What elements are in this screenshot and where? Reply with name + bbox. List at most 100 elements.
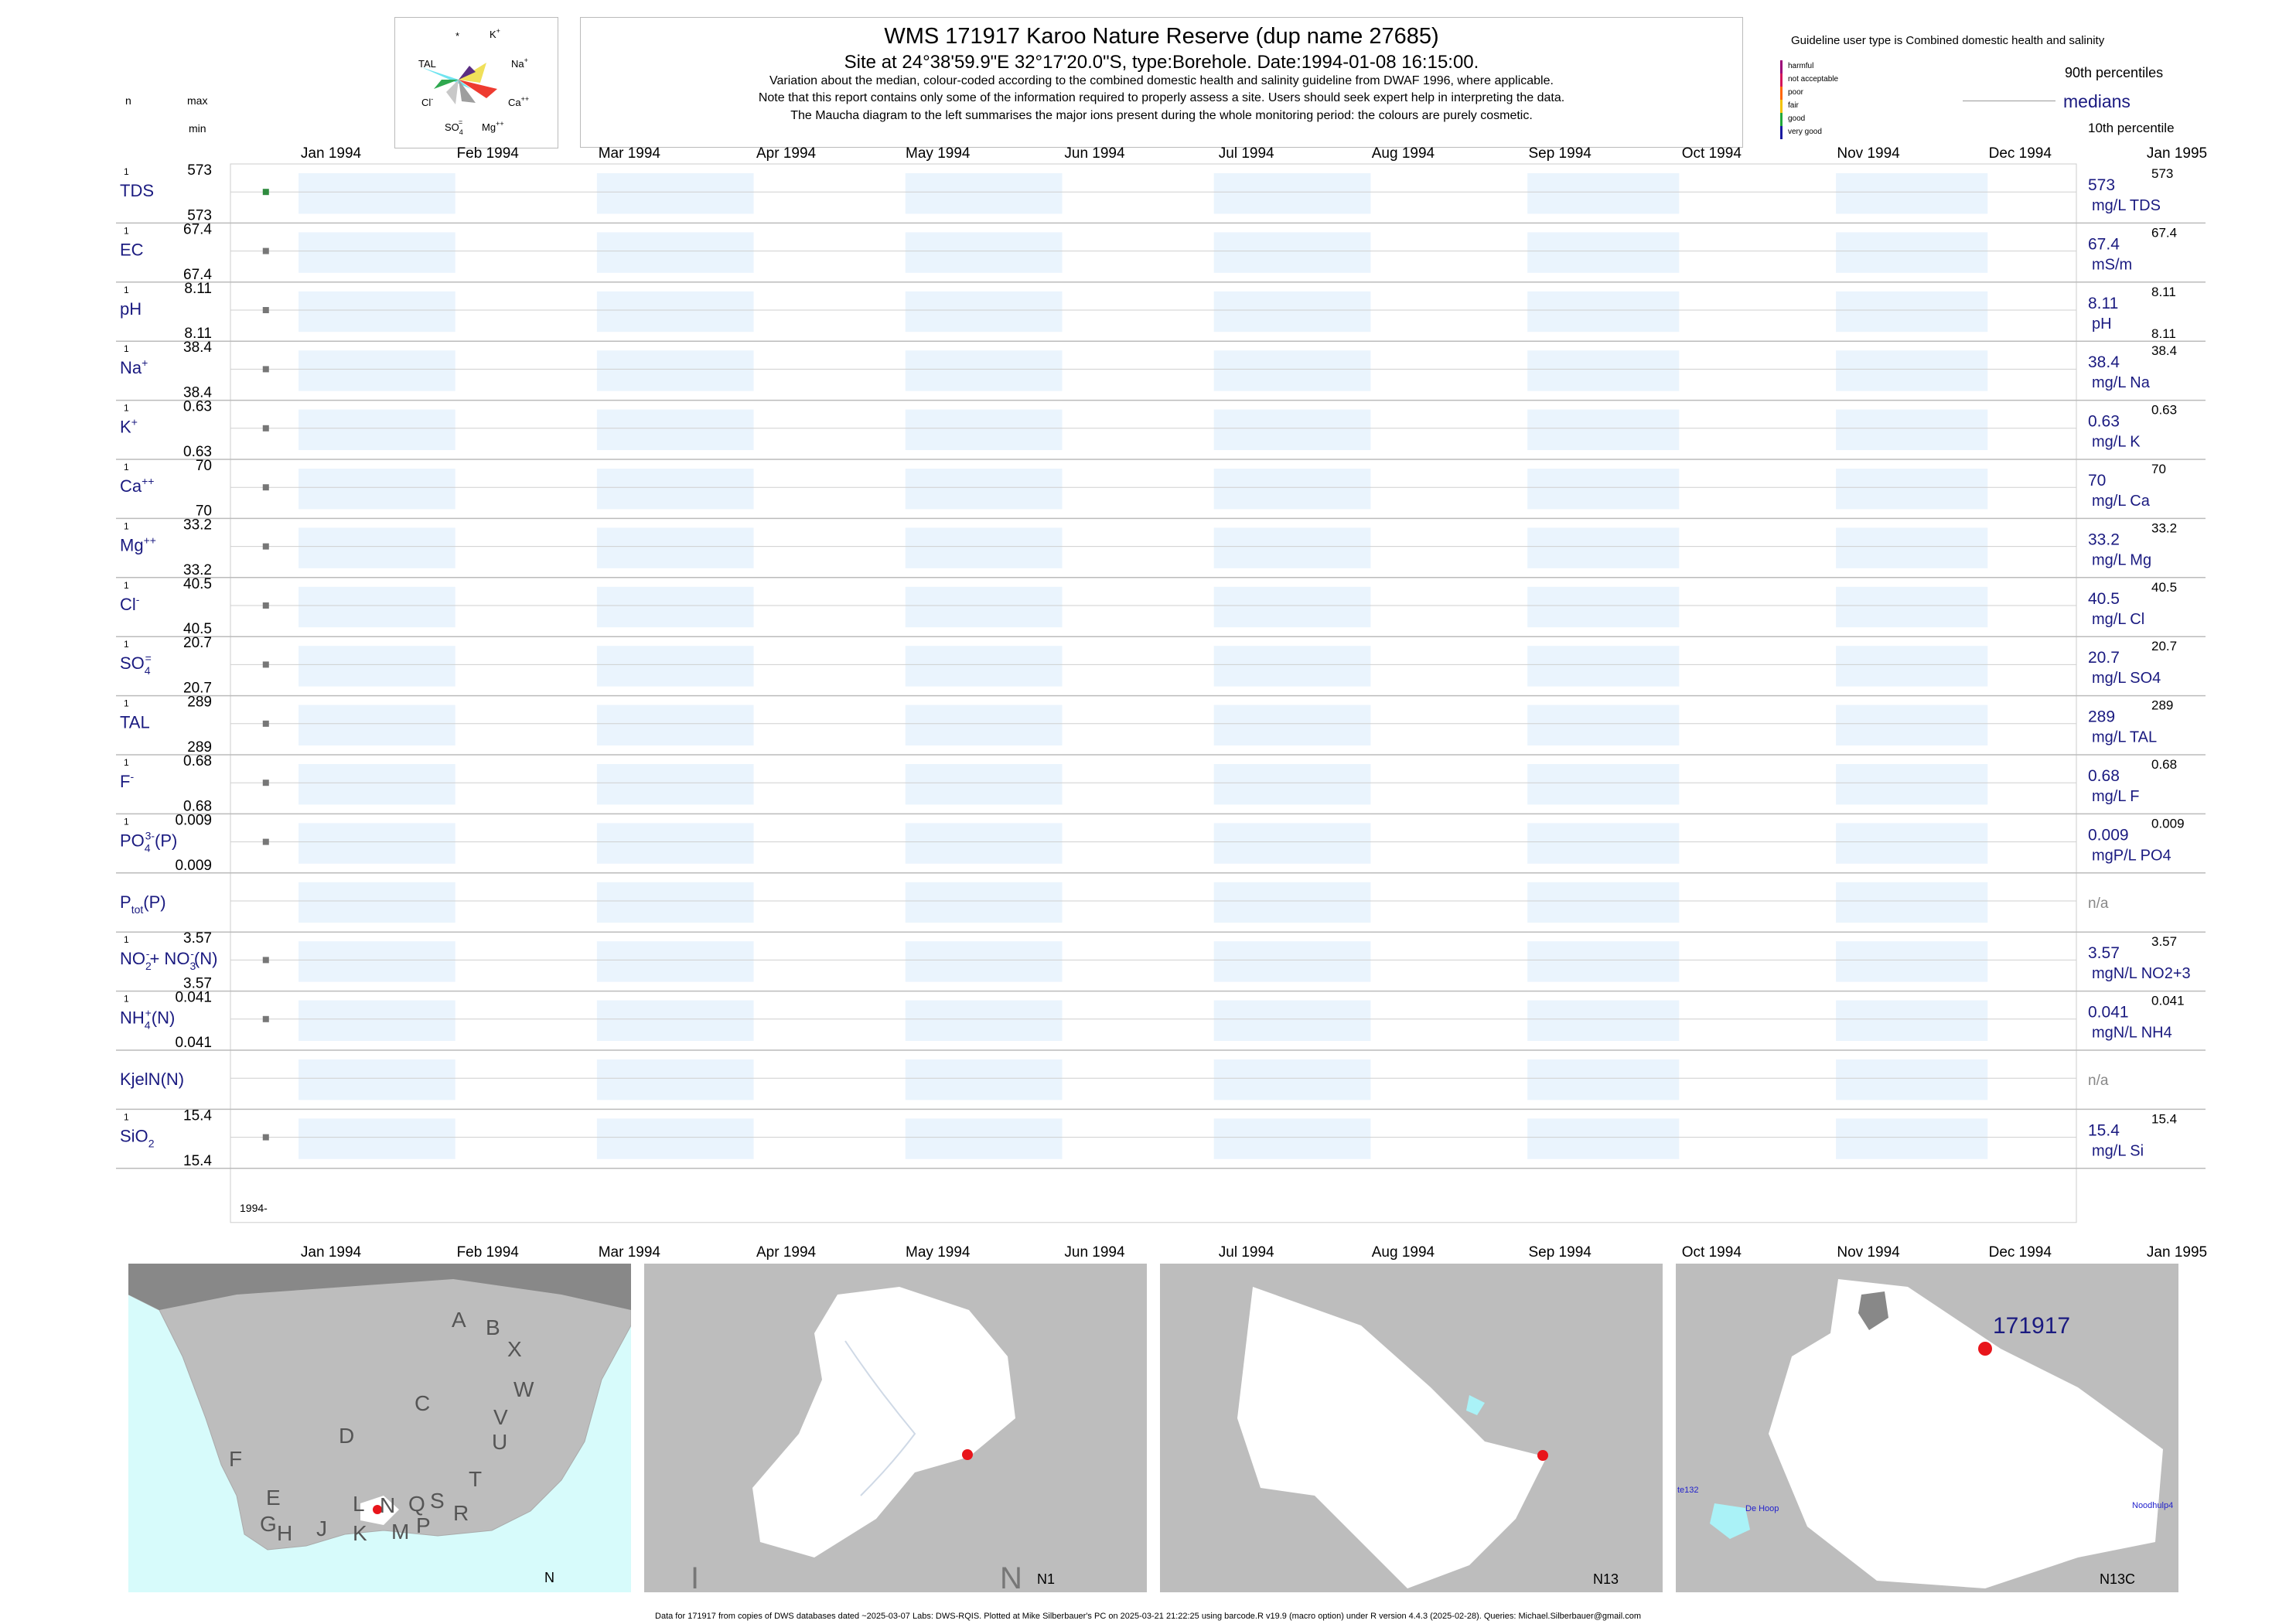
guideline-color-bar	[1780, 113, 1783, 126]
bottom-month-label: May 1994	[906, 1244, 971, 1261]
month-band	[1213, 469, 1371, 510]
row-max-value: 0.041	[175, 990, 212, 1006]
top-month-label: Jul 1994	[1219, 145, 1274, 162]
month-band	[596, 1118, 754, 1159]
row-min-value: 3.57	[183, 976, 212, 992]
guideline-color-bar	[1780, 100, 1783, 113]
n-column-header: n	[125, 94, 131, 107]
row-parameter-name: K+	[120, 416, 138, 437]
drainage-region-letter: T	[469, 1467, 482, 1491]
month-band	[1836, 646, 1988, 687]
drainage-region-letter: X	[507, 1337, 522, 1361]
month-band	[1527, 232, 1680, 273]
maucha-diagram: * K+ TAL Na+ Cl- Ca++ SO4= Mg++	[418, 27, 529, 136]
row-p10-value: 8.11	[2151, 326, 2176, 341]
month-band	[1527, 764, 1680, 805]
month-band	[1836, 527, 1988, 568]
month-band	[596, 882, 754, 923]
dam-water	[1710, 1503, 1750, 1539]
month-band	[1527, 350, 1680, 391]
parameter-name-text: PO	[120, 831, 145, 850]
drainage-region-letter: V	[493, 1405, 508, 1429]
parameter-name-text: SO	[120, 653, 145, 673]
top-month-label: May 1994	[906, 145, 971, 162]
month-band	[905, 882, 1063, 923]
row-median-value: 0.63	[2088, 413, 2120, 431]
site-description: Site at 24°38'59.9"E 32°17'20.0"S, type:…	[844, 52, 1479, 73]
maucha-mg-label: Mg++	[482, 120, 504, 133]
month-band	[905, 469, 1063, 510]
maucha-ca-segment	[459, 80, 497, 98]
drainage-region-letter: K	[353, 1521, 367, 1545]
parameter-subscript: 4	[145, 841, 151, 854]
month-band	[1527, 882, 1680, 923]
maucha-k-label: K+	[490, 27, 500, 40]
row-max-value: 20.7	[183, 635, 212, 651]
parameter-name-text: TDS	[120, 181, 154, 200]
drainage-region-letter: F	[229, 1447, 242, 1471]
data-point	[262, 838, 269, 845]
month-band	[1213, 232, 1371, 273]
month-band	[596, 173, 754, 214]
month-band	[1527, 1000, 1680, 1041]
guideline-color-bar	[1780, 126, 1783, 139]
month-band	[1527, 173, 1680, 214]
parameter-name-text: P	[120, 892, 131, 912]
top-month-label: Jan 1995	[2147, 145, 2207, 162]
top-month-label: Apr 1994	[756, 145, 817, 162]
place-label: te132	[1677, 1486, 1699, 1495]
row-min-value: 20.7	[183, 681, 212, 697]
guideline-class-label: poor	[1788, 88, 1804, 97]
row-max-value: 289	[187, 694, 212, 711]
data-point	[262, 189, 269, 196]
row-max-value: 33.2	[183, 517, 212, 533]
month-band	[596, 232, 754, 273]
row-unit-label: mgN/L NH4	[2092, 1025, 2172, 1042]
catchment-n13c-map: 171917 De Hoop te132 Noodhulp4 N13C	[1676, 1264, 2178, 1592]
bottom-month-label: Apr 1994	[756, 1244, 817, 1261]
parameter-superscript: ++	[144, 534, 156, 546]
month-band	[299, 882, 455, 923]
month-band	[905, 586, 1063, 628]
month-band	[1836, 173, 1988, 214]
row-n-count: 1	[124, 994, 129, 1005]
month-band	[1213, 586, 1371, 628]
row-parameter-name: EC	[120, 240, 144, 259]
parameter-name-text: Mg	[120, 535, 144, 554]
header-note-2: Note that this report contains only some…	[758, 91, 1565, 104]
row-max-value: 15.4	[183, 1107, 212, 1124]
month-band	[299, 941, 455, 982]
maucha-so4-segment	[446, 80, 459, 104]
row-p90-value: 8.11	[2151, 285, 2176, 299]
month-band	[1213, 291, 1371, 333]
bottom-year-label: 1994-	[240, 1202, 268, 1214]
parameter-suffix: (P)	[155, 831, 177, 850]
row-max-value: 38.4	[183, 339, 212, 356]
row-median-value: 0.041	[2088, 1004, 2129, 1022]
parameter-name-text: Na	[120, 358, 142, 377]
site-marker	[1978, 1342, 1992, 1356]
catchment-n1-area	[752, 1287, 1015, 1557]
row-n-count: 1	[124, 462, 129, 473]
bottom-month-label: Jan 1994	[301, 1244, 362, 1261]
neighbouring-countries	[128, 1264, 631, 1310]
row-parameter-name: TAL	[120, 713, 150, 732]
drainage-region-letter: L	[353, 1492, 365, 1516]
row-median-value: 33.2	[2088, 531, 2120, 548]
row-min-value: 0.68	[183, 798, 212, 814]
row-parameter-name: TDS	[120, 181, 154, 200]
month-band	[1836, 882, 1988, 923]
month-band	[596, 527, 754, 568]
map-panel-label: N	[544, 1570, 554, 1585]
month-band	[596, 409, 754, 450]
row-unit-label: mg/L F	[2092, 788, 2140, 805]
row-median-value: 0.009	[2088, 826, 2129, 844]
row-parameter-name: Ca++	[120, 475, 154, 496]
top-month-label: Dec 1994	[1989, 145, 2052, 162]
month-band	[905, 823, 1063, 864]
row-parameter-name: KjelN(N)	[120, 1070, 184, 1089]
row-parameter-name: NO2-+ NO3-(N)	[120, 947, 217, 972]
month-band	[1213, 1059, 1371, 1100]
row-n-count: 1	[124, 1111, 129, 1122]
data-point	[262, 307, 269, 313]
